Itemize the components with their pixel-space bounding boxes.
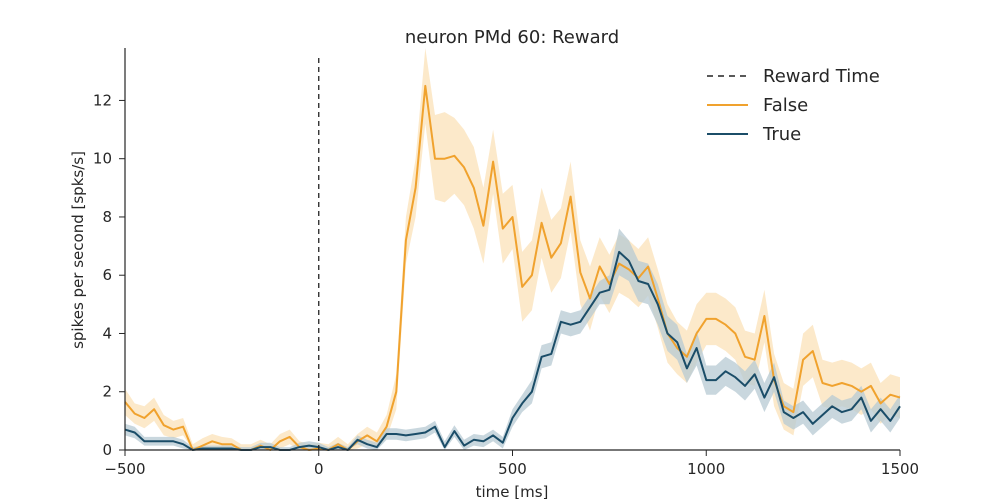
y-tick-label: 0 (102, 441, 112, 459)
x-axis-title: time [ms] (476, 483, 549, 500)
x-tick-label: 0 (314, 460, 324, 478)
band-false (125, 48, 900, 450)
y-tick-label: 4 (102, 324, 112, 342)
series-line-true (124, 250, 901, 451)
confidence-bands (125, 48, 900, 450)
legend-label-reward-time: Reward Time (763, 66, 880, 87)
x-axis-ticks: −500 0 500 1000 1500 (104, 450, 919, 478)
x-tick-label: 500 (498, 460, 527, 478)
x-tick-label: −500 (104, 460, 145, 478)
y-tick-label: 12 (93, 91, 112, 109)
legend-label-false: False (763, 95, 808, 116)
y-tick-label: 6 (102, 266, 112, 284)
y-tick-label: 2 (102, 383, 112, 401)
series-lines (124, 84, 901, 451)
y-axis-title: spikes per second [spks/s] (69, 151, 87, 349)
y-axis-ticks: 0 2 4 6 8 10 12 (93, 91, 125, 459)
legend-label-true: True (762, 124, 801, 145)
x-tick-label: 1500 (881, 460, 919, 478)
chart-title: neuron PMd 60: Reward (405, 27, 619, 48)
legend: Reward Time False True (707, 66, 880, 145)
y-tick-label: 8 (102, 208, 112, 226)
x-tick-label: 1000 (687, 460, 725, 478)
y-tick-label: 10 (93, 150, 112, 168)
